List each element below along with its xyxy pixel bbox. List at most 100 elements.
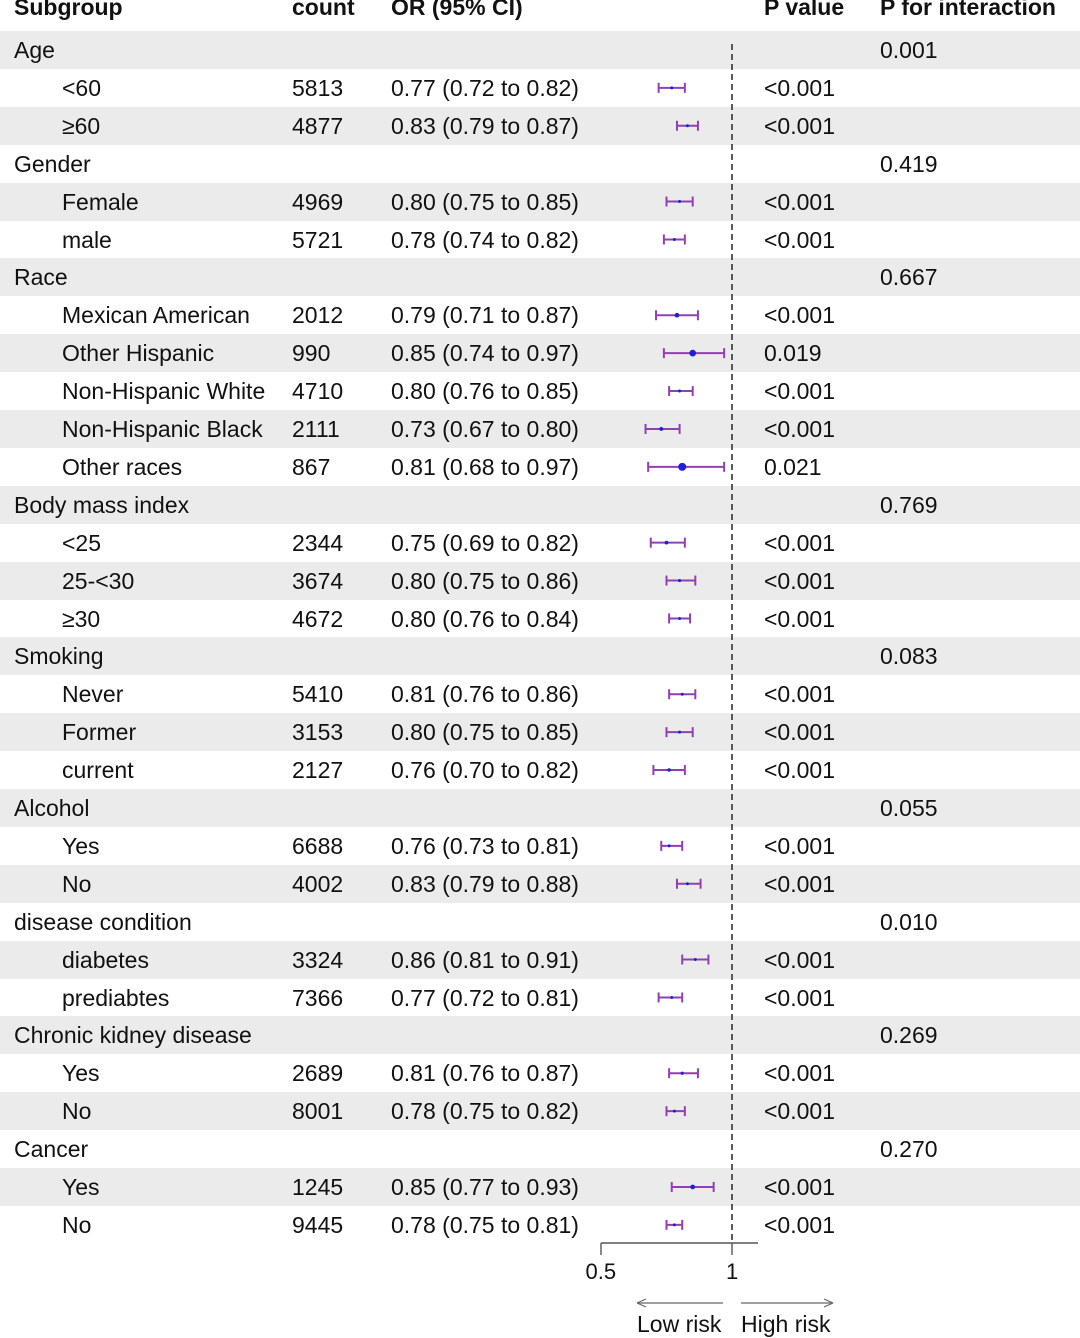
count-value: 5813	[292, 74, 344, 101]
count-value: 4877	[292, 112, 344, 139]
or-point	[670, 995, 674, 999]
or-ci-text: 0.79 (0.71 to 0.87)	[391, 302, 579, 329]
or-ci-text: 0.81 (0.76 to 0.87)	[391, 1060, 579, 1087]
or-ci-text: 0.75 (0.69 to 0.82)	[391, 529, 579, 556]
header-or: OR (95% CI)	[391, 0, 523, 20]
or-ci-text: 0.78 (0.75 to 0.81)	[391, 1211, 579, 1238]
group-label: Alcohol	[14, 795, 90, 821]
p-value: <0.001	[764, 188, 835, 215]
count-value: 990	[292, 340, 331, 367]
subgroup-label: <25	[62, 529, 102, 556]
p-interaction-value: 0.010	[880, 908, 938, 935]
count-value: 3674	[292, 567, 344, 594]
subgroup-label: male	[62, 226, 112, 253]
or-ci-text: 0.80 (0.76 to 0.84)	[391, 605, 579, 632]
row-stripe	[0, 410, 1080, 448]
subgroup-label: prediabtes	[62, 984, 170, 1011]
or-point	[680, 692, 684, 696]
p-value: <0.001	[764, 832, 835, 859]
count-value: 3324	[292, 946, 344, 973]
group-label: Chronic kidney disease	[14, 1022, 252, 1049]
count-value: 4969	[292, 188, 344, 215]
p-value: <0.001	[764, 605, 835, 632]
subgroup-label: <60	[62, 74, 102, 101]
or-point	[664, 540, 669, 545]
or-point	[670, 86, 674, 90]
p-interaction-value: 0.083	[880, 643, 938, 670]
or-point	[667, 844, 671, 848]
or-point	[677, 578, 682, 583]
p-value: 0.019	[764, 340, 822, 367]
group-label: disease condition	[14, 908, 192, 935]
high-risk-arrowhead	[823, 1298, 834, 1308]
p-interaction-value: 0.769	[880, 491, 938, 518]
p-value: <0.001	[764, 416, 835, 442]
count-value: 6688	[292, 832, 344, 859]
count-value: 8001	[292, 1098, 344, 1125]
group-label: Race	[14, 264, 68, 291]
low-risk-label: Low risk	[637, 1311, 722, 1337]
subgroup-label: diabetes	[62, 946, 149, 973]
count-value: 3153	[292, 719, 344, 746]
subgroup-label: 25-<30	[62, 567, 135, 594]
or-point	[674, 312, 680, 318]
row-stripe	[0, 1016, 1080, 1055]
subgroup-label: No	[62, 1098, 92, 1125]
or-ci-text: 0.76 (0.73 to 0.81)	[391, 832, 579, 859]
subgroup-label: Former	[62, 719, 137, 746]
p-value: <0.001	[764, 757, 835, 784]
or-ci-text: 0.80 (0.75 to 0.86)	[391, 567, 579, 594]
group-label: Gender	[14, 150, 91, 177]
count-value: 2012	[292, 302, 344, 329]
subgroup-label: Non-Hispanic Black	[62, 416, 263, 442]
or-point	[659, 427, 664, 431]
subgroup-label: ≥30	[62, 605, 101, 632]
or-point	[678, 730, 682, 734]
row-stripe	[0, 334, 1080, 373]
count-value: 5721	[292, 226, 344, 253]
row-stripe	[0, 182, 1080, 221]
row-stripe	[0, 31, 1080, 69]
group-label: Body mass index	[14, 491, 190, 518]
or-ci-text: 0.78 (0.75 to 0.82)	[391, 1098, 579, 1125]
p-interaction-value: 0.419	[880, 150, 938, 177]
row-stripe	[0, 940, 1080, 979]
subgroup-label: Other Hispanic	[62, 340, 215, 367]
or-ci-text: 0.83 (0.79 to 0.88)	[391, 870, 579, 897]
or-point	[667, 768, 671, 772]
or-point	[689, 349, 697, 357]
count-value: 2344	[292, 529, 344, 556]
p-value: <0.001	[764, 1211, 835, 1238]
p-value: <0.001	[764, 870, 835, 897]
or-ci-text: 0.86 (0.81 to 0.91)	[391, 946, 579, 973]
count-value: 4710	[292, 378, 344, 405]
p-value: <0.001	[764, 984, 835, 1011]
p-interaction-value: 0.269	[880, 1022, 938, 1049]
row-stripe	[0, 1168, 1080, 1206]
p-value: <0.001	[764, 378, 835, 405]
or-point	[678, 389, 682, 393]
or-point	[685, 882, 689, 886]
row-stripe	[0, 789, 1080, 827]
header-pvalue: P value	[764, 0, 845, 20]
p-value: <0.001	[764, 529, 835, 556]
p-value: <0.001	[764, 946, 835, 973]
subgroup-label: Yes	[62, 1174, 100, 1200]
count-value: 1245	[292, 1174, 344, 1200]
or-point	[678, 462, 687, 471]
subgroup-label: Female	[62, 188, 139, 215]
or-ci-text: 0.81 (0.68 to 0.97)	[391, 453, 579, 480]
count-value: 2111	[292, 416, 340, 442]
row-stripe	[0, 561, 1080, 600]
subgroup-label: Non-Hispanic White	[62, 378, 266, 405]
x-tick-label: 0.5	[585, 1259, 617, 1284]
or-ci-text: 0.83 (0.79 to 0.87)	[391, 112, 579, 139]
or-ci-text: 0.81 (0.76 to 0.86)	[391, 681, 579, 708]
subgroup-label: Mexican American	[62, 302, 250, 329]
count-value: 7366	[292, 984, 344, 1011]
header-subgroup: Subgroup	[14, 0, 123, 20]
p-value: <0.001	[764, 1060, 835, 1087]
p-value: <0.001	[764, 112, 835, 139]
